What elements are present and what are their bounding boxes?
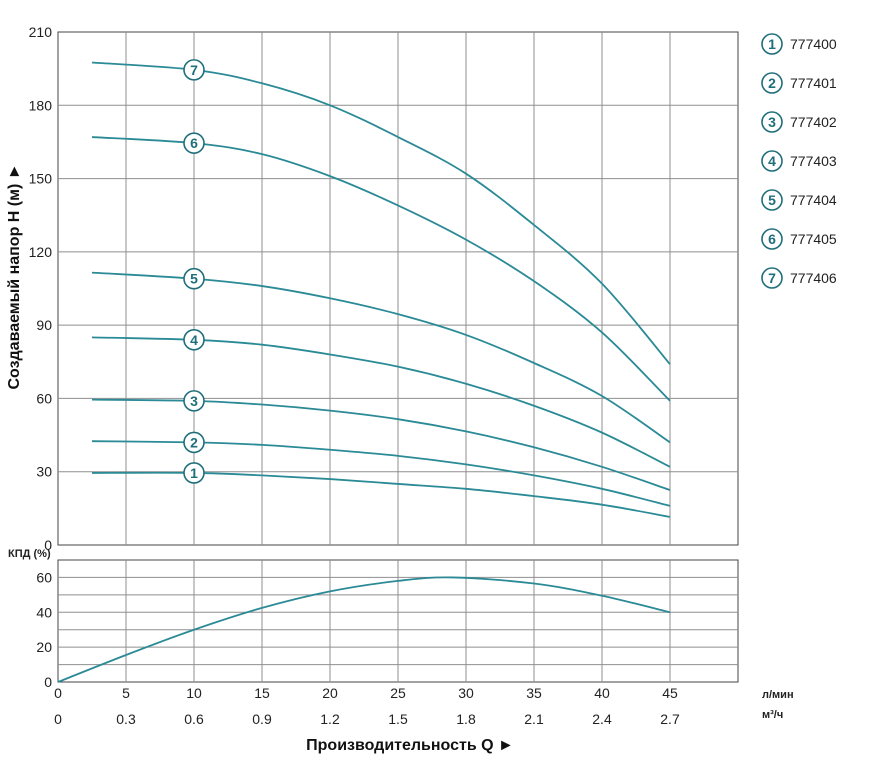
legend-code-4: 777403 bbox=[790, 153, 837, 169]
curve-label-1: 1 bbox=[190, 465, 198, 481]
efficiency-y-tick-label: 0 bbox=[44, 674, 52, 690]
x-tick-label-m3h: 1.2 bbox=[320, 711, 340, 727]
x-tick-label-m3h: 2.1 bbox=[524, 711, 544, 727]
x-tick-label-lpm: 5 bbox=[122, 685, 130, 701]
legend-number-7: 7 bbox=[768, 270, 776, 286]
curve-label-badge-2 bbox=[183, 431, 205, 454]
curve-label-3: 3 bbox=[190, 393, 198, 409]
curve-label-badge-3 bbox=[183, 390, 205, 412]
x-tick-label-m3h: 0 bbox=[54, 711, 62, 727]
x-tick-label-m3h: 0.3 bbox=[116, 711, 136, 727]
curve-label-2: 2 bbox=[190, 434, 198, 450]
legend-badge-5 bbox=[761, 189, 783, 211]
x-tick-label-m3h: 0.9 bbox=[252, 711, 272, 727]
efficiency-curve bbox=[57, 576, 671, 683]
efficiency-y-tick-label: 20 bbox=[36, 639, 52, 655]
x-tick-label-m3h: 0.6 bbox=[184, 711, 204, 727]
head-y-tick-label: 90 bbox=[36, 317, 52, 333]
x-tick-label-lpm: 0 bbox=[54, 685, 62, 701]
legend-number-1: 1 bbox=[768, 36, 776, 52]
legend-badge-6 bbox=[761, 228, 783, 250]
legend-number-2: 2 bbox=[768, 75, 776, 91]
head-y-tick-label: 210 bbox=[29, 24, 53, 40]
legend-badge-4 bbox=[761, 150, 783, 172]
efficiency-y-tick-label: 60 bbox=[36, 569, 52, 585]
curve-label-badge-1 bbox=[183, 462, 205, 484]
legend-badge-7 bbox=[761, 267, 783, 289]
efficiency-y-tick-label: 40 bbox=[36, 604, 52, 620]
x-tick-label-m3h: 1.8 bbox=[456, 711, 476, 727]
curve-label-badge-6 bbox=[183, 132, 205, 154]
legend-code-7: 777406 bbox=[790, 270, 837, 286]
x-tick-label-lpm: 30 bbox=[458, 685, 474, 701]
head-y-tick-label: 150 bbox=[29, 171, 53, 187]
curve-label-badge-4 bbox=[183, 328, 205, 351]
x-unit-m3h: м³/ч bbox=[762, 709, 783, 721]
legend-code-1: 777400 bbox=[790, 36, 837, 52]
legend-badge-3 bbox=[761, 111, 783, 133]
curve-label-badge-5 bbox=[183, 267, 205, 290]
head-y-axis-title: Создаваемый напор H (м) ► bbox=[6, 163, 23, 389]
legend-code-5: 777404 bbox=[790, 192, 837, 208]
x-tick-label-lpm: 20 bbox=[322, 685, 338, 701]
legend-badge-2 bbox=[761, 72, 783, 94]
legend-code-6: 777405 bbox=[790, 231, 837, 247]
x-axis-title: Производительность Q ► bbox=[306, 737, 514, 754]
x-tick-label-lpm: 15 bbox=[254, 685, 270, 701]
x-tick-label-m3h: 2.7 bbox=[660, 711, 680, 727]
efficiency-y-axis-title: КПД (%) bbox=[8, 548, 51, 560]
x-tick-label-lpm: 10 bbox=[186, 685, 202, 701]
legend-code-3: 777402 bbox=[790, 114, 837, 130]
head-y-tick-label: 180 bbox=[29, 97, 53, 113]
x-tick-label-lpm: 45 bbox=[662, 685, 678, 701]
curve-label-4: 4 bbox=[190, 332, 198, 348]
head-y-tick-label: 30 bbox=[36, 464, 52, 480]
x-tick-label-m3h: 2.4 bbox=[592, 711, 612, 727]
curve-label-6: 6 bbox=[190, 135, 198, 151]
x-tick-label-lpm: 40 bbox=[594, 685, 610, 701]
x-tick-label-lpm: 35 bbox=[526, 685, 542, 701]
legend-number-5: 5 bbox=[768, 192, 776, 208]
curve-label-badge-7 bbox=[183, 59, 205, 81]
x-tick-label-m3h: 1.5 bbox=[388, 711, 408, 727]
x-unit-lpm: л/мин bbox=[762, 689, 794, 701]
curve-label-7: 7 bbox=[190, 62, 198, 78]
legend-code-2: 777401 bbox=[790, 75, 837, 91]
legend-badge-1 bbox=[761, 33, 783, 55]
x-tick-label-lpm: 25 bbox=[390, 685, 406, 701]
head-y-tick-label: 60 bbox=[36, 390, 52, 406]
legend-number-6: 6 bbox=[768, 231, 776, 247]
head-y-tick-label: 120 bbox=[29, 244, 53, 260]
head-y-tick-label: 0 bbox=[44, 537, 52, 553]
curve-label-5: 5 bbox=[190, 271, 198, 287]
legend-number-4: 4 bbox=[768, 153, 776, 169]
legend-number-3: 3 bbox=[768, 114, 776, 130]
